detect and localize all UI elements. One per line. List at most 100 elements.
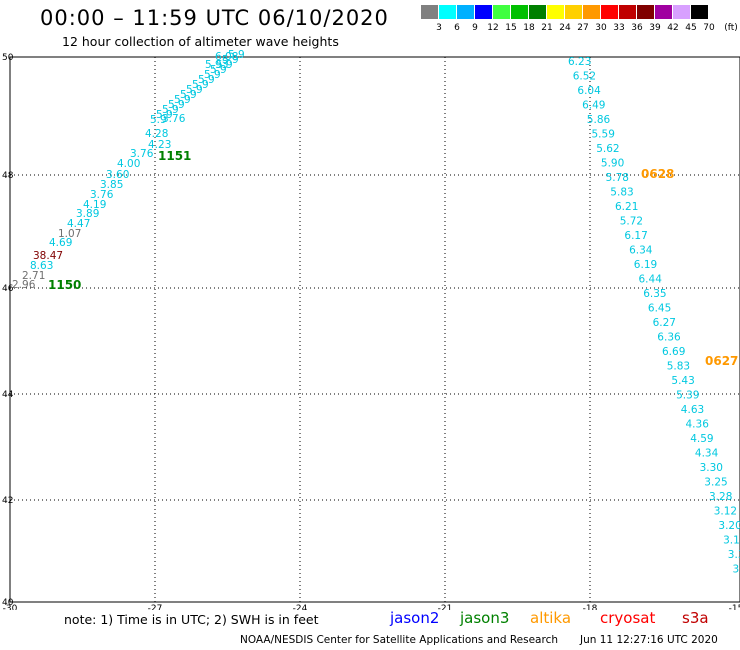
satellite-track-right: 6.23 6.52 6.04 6.49 5.86 5.59 5.62 5.90 5.78 5.83… (568, 56, 740, 576)
track-cluster-mark: 5.9 (150, 114, 167, 126)
wave-height-value: 4.00 (117, 158, 140, 170)
legend-swatch (547, 5, 564, 19)
wave-height-value: 3.60 (106, 169, 129, 181)
wave-height-value: 5.90 (601, 158, 624, 170)
wave-height-value: 4.23 (148, 139, 171, 151)
legend-swatch (475, 5, 492, 19)
legend-label: 45 (685, 23, 697, 33)
pass-time-label: 1150 (48, 278, 81, 292)
wave-height-value: 38.47 (33, 250, 63, 262)
wave-height-value: 6.45 (648, 303, 671, 315)
legend-label: 6 (454, 23, 460, 33)
wave-height-value: 4.34 (695, 448, 719, 460)
wave-height-value: 6.23 (568, 56, 591, 68)
legend-swatch (529, 5, 546, 19)
lon-tick-label: -27 (148, 604, 163, 610)
wave-height-value: 3.33 (728, 549, 740, 561)
legend-label: 33 (613, 23, 625, 33)
track-cluster-mark: 5.9 (198, 74, 215, 86)
wave-height-value: 3.30 (700, 462, 723, 474)
wave-height-value: 5.62 (596, 143, 619, 155)
satellite-name: jason3 (460, 609, 510, 627)
wave-height-value: 5.86 (587, 114, 611, 126)
wave-height-value: 6.21 (615, 201, 638, 213)
map-grid (10, 57, 740, 602)
legend-unit: (ft) (724, 23, 738, 33)
legend-label: 42 (667, 23, 679, 33)
wave-height-value: 3.76 (162, 113, 186, 125)
wave-height-value: 3.5 (733, 564, 740, 576)
wave-height-value: 6.04 (577, 85, 601, 97)
track-cluster-mark: 5.9 (186, 84, 203, 96)
pass-time-label: 0627 (705, 354, 738, 368)
wave-height-value: 6.36 (657, 332, 681, 344)
legend-swatch (655, 5, 672, 19)
footnote: note: 1) Time is in UTC; 2) SWH is in fe… (64, 612, 319, 627)
page-title: 00:00 – 11:59 UTC 06/10/2020 (40, 6, 389, 30)
wave-height-value: 5.78 (606, 172, 629, 184)
lon-tick-label: -21 (438, 604, 453, 610)
track-cluster-mark: 5.9 (216, 59, 233, 71)
legend-label: 9 (472, 23, 478, 33)
wave-height-value: 3.28 (709, 491, 732, 503)
track-cluster-mark: 5.9 (174, 94, 191, 106)
lat-tick-label: 40 (2, 598, 14, 608)
satellite-name: s3a (682, 609, 709, 627)
footer-credit: NOAA/NESDIS Center for Satellite Applica… (240, 634, 558, 646)
page-subtitle: 12 hour collection of altimeter wave hei… (62, 34, 339, 49)
legend-swatch (457, 5, 474, 19)
lat-tick-label: 44 (2, 390, 14, 400)
wave-height-value: 3.18 (723, 535, 740, 547)
wave-height-value: 6.34 (629, 245, 653, 257)
wave-height-value: 4.47 (67, 218, 90, 230)
wave-height-value: 4.36 (686, 419, 710, 431)
wave-height-value: 5.93 (205, 59, 228, 71)
wave-height-value: 3.20 (718, 520, 740, 532)
track-cluster-mark: 5.9 (210, 64, 227, 76)
wave-height-value: 3.76 (130, 148, 154, 160)
wave-height-value: 8.63 (30, 260, 53, 272)
legend-swatch (493, 5, 510, 19)
wave-height-value: 6.35 (643, 288, 666, 300)
wave-height-value: 5.43 (671, 375, 694, 387)
legend-label: 24 (559, 23, 571, 33)
pass-time-labels: 1151 1150 0628 0627 (48, 149, 738, 368)
map-frame (9, 56, 740, 603)
legend-label: 15 (505, 23, 517, 33)
wave-height-value: 3.89 (76, 208, 99, 220)
legend-label: 36 (631, 23, 643, 33)
legend-label: 3 (436, 23, 442, 33)
wave-height-value: 6.52 (573, 71, 596, 83)
lat-tick-label: 42 (2, 496, 13, 506)
wave-height-value: 3.25 (704, 477, 727, 489)
footer-timestamp: Jun 11 12:27:16 UTC 2020 (580, 634, 718, 646)
lon-tick-label: -15 (729, 604, 740, 610)
legend-swatch (637, 5, 654, 19)
lat-tick-label: 50 (2, 53, 14, 63)
wave-height-value: 6.69 (662, 346, 685, 358)
track-cluster-mark: 5.9 (180, 89, 197, 101)
wave-height-value: 6.44 (639, 274, 663, 286)
legend-swatch (691, 5, 708, 19)
legend-swatch (583, 5, 600, 19)
wave-height-value: 2.96 (12, 279, 36, 291)
lon-tick-label: -30 (3, 604, 18, 610)
pass-time-label: 1151 (158, 149, 191, 163)
satellite-name: altika (530, 609, 572, 627)
track-cluster-mark: 5.9 (228, 49, 245, 61)
wave-height-value: 4.59 (690, 433, 713, 445)
wave-height-value: 4.19 (83, 199, 106, 211)
legend-swatch (673, 5, 690, 19)
lon-tick-label: -18 (583, 604, 598, 610)
legend-label: 39 (649, 23, 661, 33)
lon-tick-label: -24 (293, 604, 308, 610)
satellite-name: jason2 (390, 609, 440, 627)
track-cluster-mark: 5.9 (162, 104, 179, 116)
axis-labels: 50 48 46 44 42 40-30 -27 -24 -21 -18 -15 (2, 53, 740, 610)
legend-swatch (439, 5, 456, 19)
legend-swatch (511, 5, 528, 19)
wave-height-value: 4.69 (49, 237, 72, 249)
wave-height-value: 3.85 (100, 179, 123, 191)
legend-swatch (565, 5, 582, 19)
